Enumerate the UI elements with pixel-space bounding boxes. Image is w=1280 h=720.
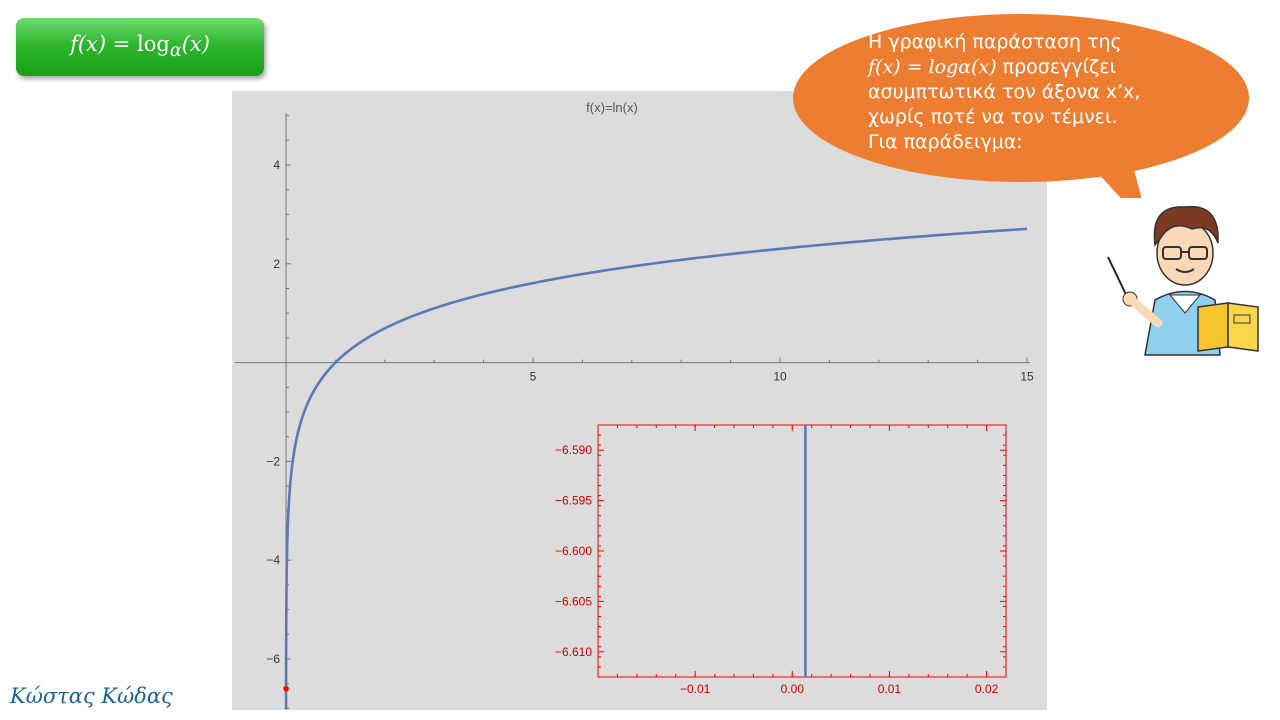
chart-title: f(x)=ln(x) xyxy=(586,100,638,115)
highlight-point xyxy=(283,685,289,692)
inset-y-tick-label: −6.600 xyxy=(555,544,592,558)
inset-y-tick-label: −6.610 xyxy=(555,645,592,659)
y-tick-label: −2 xyxy=(266,454,280,468)
inset-y-tick-label: −6.605 xyxy=(555,594,592,608)
bubble-line-5: Για παράδειγμα: xyxy=(868,131,1023,153)
formula-f: f xyxy=(70,32,78,57)
inset-frame xyxy=(597,424,1007,678)
y-tick-label: −4 xyxy=(266,553,280,567)
bubble-line-4: χωρίς ποτέ να τον τέμνει. xyxy=(868,106,1118,128)
x-tick-label: 15 xyxy=(1020,370,1034,384)
formula-log: log xyxy=(137,32,170,57)
bubble-formula: f(x) = logα(x) xyxy=(868,56,997,78)
bubble-line-3: ασυμπτωτικά τον άξονα x’x, xyxy=(868,81,1141,103)
formula-title: f(x) = logα(x) xyxy=(70,32,210,61)
formula-base: α xyxy=(169,41,182,62)
bubble-line-2-text: προσεγγίζει xyxy=(996,56,1117,78)
speech-bubble-text: Η γραφική παράσταση της f(x) = logα(x) π… xyxy=(868,30,1198,155)
y-tick-label: −6 xyxy=(266,652,280,666)
author-name: Κώστας Κώδας xyxy=(10,684,173,708)
formula-arg: (x) xyxy=(181,32,210,57)
bubble-line-2: f(x) = logα(x) προσεγγίζει xyxy=(868,55,1198,80)
inset-x-tick-label: −0.01 xyxy=(680,682,711,696)
formula-title-box: f(x) = logα(x) xyxy=(16,18,264,76)
y-tick-label: 2 xyxy=(273,257,280,271)
bubble-line-1: Η γραφική παράσταση της xyxy=(868,31,1122,53)
inset-x-tick-label: 0.02 xyxy=(975,682,999,696)
inset-x-tick-label: 0.01 xyxy=(878,682,902,696)
speech-bubble xyxy=(793,14,1249,198)
y-tick-label: 4 xyxy=(273,158,280,172)
plot-area: f(x)=ln(x) 5 10 15 4 2 −2 −4 −6 −0.01 0.00 0.01 0.02… xyxy=(232,91,1047,710)
main-chart: f(x)=ln(x) 5 10 15 4 2 −2 −4 −6 −0.01 0.00 0.01 0.02… xyxy=(235,100,1034,710)
teacher-illustration xyxy=(1107,205,1259,356)
formula-paren: (x) = xyxy=(77,32,138,57)
x-tick-label: 10 xyxy=(773,370,787,384)
ln-curve xyxy=(284,227,1028,710)
inset-y-tick-label: −6.590 xyxy=(555,443,592,457)
x-tick-label: 5 xyxy=(530,370,537,384)
inset-y-tick-label: −6.595 xyxy=(555,494,592,508)
inset-x-tick-label: 0.00 xyxy=(781,682,805,696)
